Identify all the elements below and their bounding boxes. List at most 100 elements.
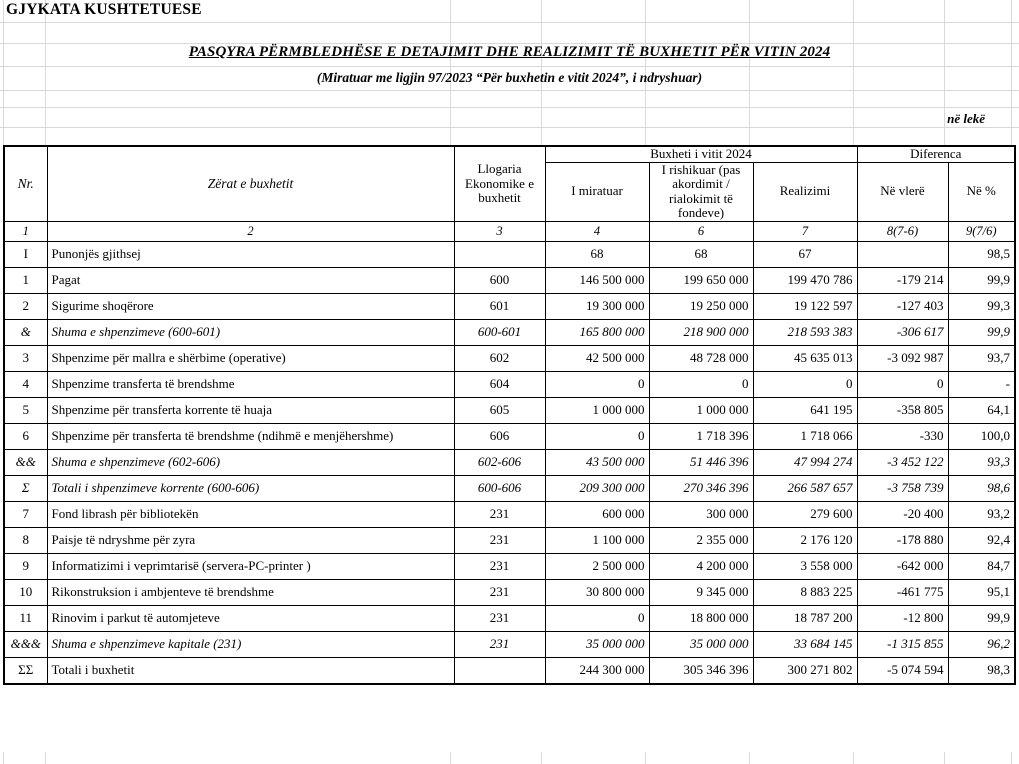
cell-account: 605 [453,396,546,424]
table-head: Nr. Zërat e buxhetit Llogaria Ekonomike … [3,145,1016,242]
cell-item: Shuma e shpenzimeve (600-601) [46,318,455,346]
cell-diff-value: -3 452 122 [856,448,949,476]
cell-account: 231 [453,630,546,658]
column-header-approved: I miratuar [544,161,650,222]
cell-realized: 266 587 657 [752,474,858,502]
cell-realized: 218 593 383 [752,318,858,346]
cell-diff-pct: 99,3 [947,292,1016,320]
cell-item: Fond librash për bibliotekën [46,500,455,528]
cell-diff-value: 0 [856,370,949,398]
cell-realized: 641 195 [752,396,858,424]
column-group-header-budget: Buxheti i vitit 2024 [544,145,858,163]
cell-realized: 18 787 200 [752,604,858,632]
table-row: 3 Shpenzime për mallra e shërbime (operat… [3,344,1016,372]
column-header-account: Llogaria Ekonomike e buxhetit [453,145,546,222]
table-header-group-row: Nr. Zërat e buxhetit Llogaria Ekonomike … [3,145,1016,222]
cell-approved: 0 [544,422,650,450]
cell-diff-pct: 84,7 [947,552,1016,580]
cell-nr: I [3,240,48,268]
cell-diff-value: -3 758 739 [856,474,949,502]
cell-account: 602-606 [453,448,546,476]
cell-diff-pct: 98,6 [947,474,1016,502]
cell-diff-value: -178 880 [856,526,949,554]
cell-diff-pct: 100,0 [947,422,1016,450]
cell-revised: 68 [648,240,754,268]
cell-diff-value: -179 214 [856,266,949,294]
cell-nr: 1 [3,266,48,294]
cell-account: 604 [453,370,546,398]
column-number-4: 4 [544,220,650,242]
cell-diff-pct: 64,1 [947,396,1016,424]
cell-realized: 0 [752,370,858,398]
cell-approved: 1 100 000 [544,526,650,554]
cell-approved: 600 000 [544,500,650,528]
cell-item: Pagat [46,266,455,294]
cell-diff-value: -330 [856,422,949,450]
cell-diff-value: -127 403 [856,292,949,320]
cell-revised: 0 [648,370,754,398]
cell-nr: 11 [3,604,48,632]
cell-nr: &&& [3,630,48,658]
cell-diff-pct: 92,4 [947,526,1016,554]
cell-account: 600-601 [453,318,546,346]
column-number-9: 9(7/6) [947,220,1016,242]
cell-nr: ΣΣ [3,656,48,685]
column-group-header-difference: Diferenca [856,145,1016,163]
cell-diff-pct: 99,9 [947,604,1016,632]
cell-diff-value: -20 400 [856,500,949,528]
cell-revised: 35 000 000 [648,630,754,658]
cell-account: 231 [453,578,546,606]
cell-item: Informatizimi i veprimtarisë (servera-PC… [46,552,455,580]
cell-item: Shpenzime transferta të brendshme [46,370,455,398]
cell-item: Totali i buxhetit [46,656,455,685]
column-number-3: 3 [453,220,546,242]
cell-approved: 209 300 000 [544,474,650,502]
cell-revised: 1 718 396 [648,422,754,450]
cell-nr: & [3,318,48,346]
cell-nr: 7 [3,500,48,528]
cell-item: Shpenzime për transferta korrente të hua… [46,396,455,424]
cell-diff-pct: 93,3 [947,448,1016,476]
cell-approved: 43 500 000 [544,448,650,476]
cell-diff-pct: 98,5 [947,240,1016,268]
cell-realized: 300 271 802 [752,656,858,685]
cell-approved: 244 300 000 [544,656,650,685]
cell-realized: 19 122 597 [752,292,858,320]
cell-diff-value: -642 000 [856,552,949,580]
cell-approved: 165 800 000 [544,318,650,346]
table-row: 2 Sigurime shoqërore 601 19 300 000 19 250 0… [3,292,1016,320]
cell-realized: 199 470 786 [752,266,858,294]
cell-account: 602 [453,344,546,372]
organization-name: GJYKATA KUSHTETUESE [6,1,202,18]
column-header-nr: Nr. [3,145,48,222]
cell-account: 231 [453,500,546,528]
table-row: & Shuma e shpenzimeve (600-601) 600-601 165… [3,318,1016,346]
table-row: 5 Shpenzime për transferta korrente të hu… [3,396,1016,424]
cell-realized: 2 176 120 [752,526,858,554]
cell-nr: 4 [3,370,48,398]
cell-revised: 51 446 396 [648,448,754,476]
cell-revised: 4 200 000 [648,552,754,580]
cell-item: Totali i shpenzimeve korrente (600-606) [46,474,455,502]
table-row: 9 Informatizimi i veprimtarisë (servera-P… [3,552,1016,580]
cell-diff-pct: 99,9 [947,318,1016,346]
cell-approved: 2 500 000 [544,552,650,580]
cell-revised: 9 345 000 [648,578,754,606]
cell-revised: 305 346 396 [648,656,754,685]
table-row: 1 Pagat 600 146 500 000 199 650 000 199 470 7… [3,266,1016,294]
table-row: 7 Fond librash për bibliotekën 231 600 000 3… [3,500,1016,528]
table-body: I Punonjës gjithsej 68 68 67 98,5 1 Pagat 600 146… [3,240,1016,685]
cell-nr: 6 [3,422,48,450]
cell-item: Shpenzime për mallra e shërbime (operati… [46,344,455,372]
cell-diff-value: -3 092 987 [856,344,949,372]
cell-nr: 5 [3,396,48,424]
column-number-1: 1 [3,220,48,242]
cell-account: 231 [453,526,546,554]
table-row: I Punonjës gjithsej 68 68 67 98,5 [3,240,1016,268]
table-row: 10 Rikonstruksion i ambjenteve të brendsh… [3,578,1016,606]
cell-item: Rinovim i parkut të automjeteve [46,604,455,632]
column-header-diff-pct: Në % [947,161,1016,222]
cell-nr: 10 [3,578,48,606]
cell-account [453,240,546,268]
column-header-item: Zërat e buxhetit [46,145,455,222]
